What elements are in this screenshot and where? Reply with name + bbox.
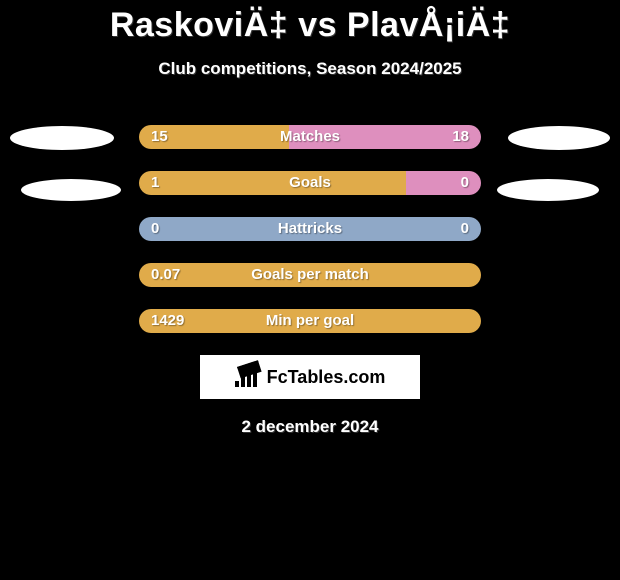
stat-row-matches: Matches15 18: [139, 125, 481, 149]
stat-row-min-per-goal: Min per goal1429: [139, 309, 481, 333]
left-ellipse-1: [21, 179, 121, 201]
source-logo-text: FcTables.com: [267, 367, 386, 388]
stat-row-right-value: 0: [461, 217, 469, 241]
page-subtitle: Club competitions, Season 2024/2025: [0, 59, 620, 79]
stat-row-label: Goals per match: [139, 263, 481, 287]
stat-row-left-value: 1: [151, 171, 159, 195]
left-ellipse-0: [10, 126, 114, 150]
right-ellipse-1: [497, 179, 599, 201]
right-ellipse-0: [508, 126, 610, 150]
comparison-infographic: RaskoviÄ‡ vs PlavÅ¡iÄ‡ Club competitions…: [0, 0, 620, 580]
stat-row-hattricks: Hattricks0 0: [139, 217, 481, 241]
stat-row-goals-per-match: Goals per match0.07: [139, 263, 481, 287]
chart-area: Matches1518Goals10Hattricks00Goals per m…: [0, 125, 620, 437]
stat-row-label: Matches: [139, 125, 481, 149]
stat-row-left-value: 0: [151, 217, 159, 241]
stat-row-goals: Goals1 0: [139, 171, 481, 195]
stat-row-label: Hattricks: [139, 217, 481, 241]
stat-row-right-value: 0: [461, 171, 469, 195]
stat-row-left-value: 15: [151, 125, 168, 149]
stat-row-right-value: 18: [452, 125, 469, 149]
chart-bars-icon: [235, 367, 261, 387]
stat-row-label: Goals: [139, 171, 481, 195]
source-logo-inner: FcTables.com: [235, 367, 386, 388]
page-title: RaskoviÄ‡ vs PlavÅ¡iÄ‡: [0, 0, 620, 45]
stat-row-left-value: 1429: [151, 309, 184, 333]
stat-rows: Matches1518Goals10Hattricks00Goals per m…: [139, 125, 481, 333]
source-logo: FcTables.com: [200, 355, 420, 399]
stat-row-label: Min per goal: [139, 309, 481, 333]
stat-row-left-value: 0.07: [151, 263, 180, 287]
snapshot-date: 2 december 2024: [0, 417, 620, 437]
